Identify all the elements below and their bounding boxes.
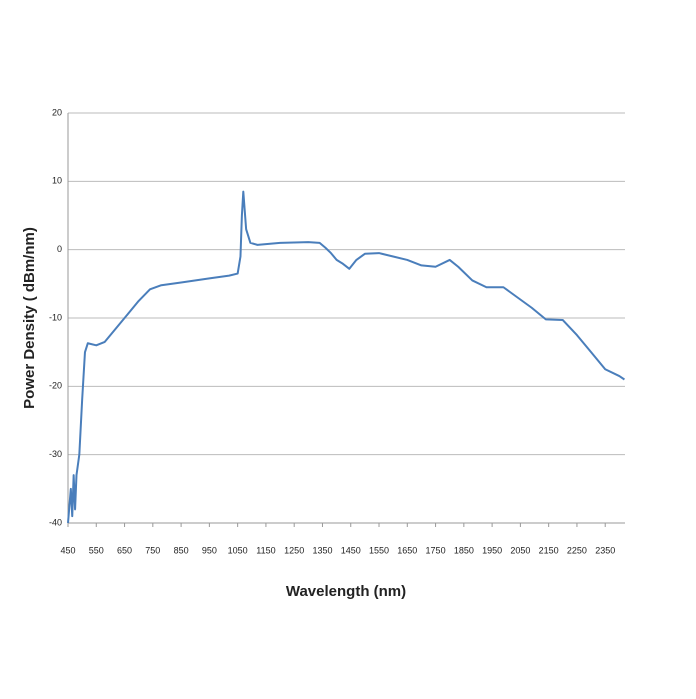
x-tick-label: 2350 — [595, 545, 615, 555]
y-tick-label: -20 — [49, 381, 62, 391]
x-tick-label: 2150 — [539, 545, 559, 555]
x-tick-label: 450 — [60, 545, 75, 555]
y-tick-label: -30 — [49, 449, 62, 459]
x-tick-label: 1550 — [369, 545, 389, 555]
x-tick-label: 2250 — [567, 545, 587, 555]
y-tick-label: 0 — [57, 244, 62, 254]
x-tick-label: 750 — [145, 545, 160, 555]
y-tick-label: 10 — [52, 176, 62, 186]
x-tick-label: 2050 — [510, 545, 530, 555]
x-tick-label: 950 — [202, 545, 217, 555]
y-tick-label: -40 — [49, 517, 62, 527]
data-line — [67, 190, 625, 524]
y-tick-label: 20 — [52, 107, 62, 117]
y-axis-label: Power Density ( dBm/nm) — [21, 227, 38, 409]
x-tick-label: 1650 — [397, 545, 417, 555]
x-tick-label: 1250 — [284, 545, 304, 555]
x-tick-label: 1350 — [312, 545, 332, 555]
y-tick-label: -10 — [49, 312, 62, 322]
x-tick-label: 850 — [174, 545, 189, 555]
x-tick-label: 1750 — [426, 545, 446, 555]
x-tick-label: 650 — [117, 545, 132, 555]
x-axis-label: Wavelength (nm) — [286, 583, 406, 600]
x-tick-label: 1050 — [228, 545, 248, 555]
x-tick-label: 1850 — [454, 545, 474, 555]
x-tick-label: 1450 — [341, 545, 361, 555]
x-tick-label: 1150 — [256, 545, 275, 555]
x-tick-label: 550 — [89, 545, 104, 555]
x-tick-label: 1950 — [482, 545, 502, 555]
